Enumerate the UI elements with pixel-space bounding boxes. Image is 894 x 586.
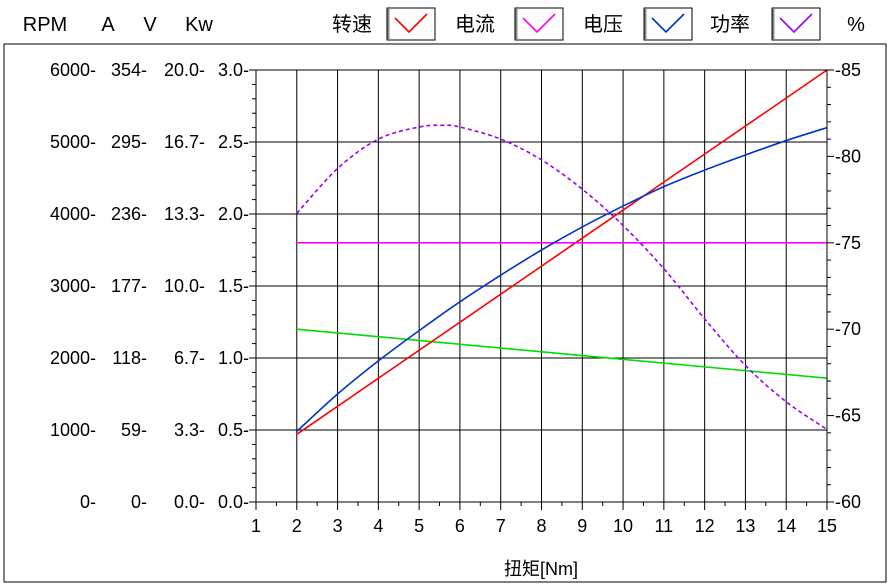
- left-tick-label-kw: 3.0-: [218, 60, 249, 80]
- x-tick-label: 8: [536, 516, 546, 536]
- legend-label: 功率: [710, 13, 750, 36]
- legend: 转速 电流 电压 功率%: [332, 7, 865, 41]
- left-tick-label-a: 0-: [131, 492, 147, 512]
- left-tick-label-kw: 1.0-: [218, 348, 249, 368]
- left-tick-label-v: 3.3-: [174, 420, 205, 440]
- left-tick-label-rpm: 3000-: [50, 276, 96, 296]
- left-tick-label-rpm: 6000-: [50, 60, 96, 80]
- legend-swatch-line: [651, 13, 685, 34]
- right-tick-label: -60: [835, 492, 861, 512]
- series-line-转速: [296, 328, 828, 379]
- series-line-功率: [296, 126, 828, 433]
- axis-unit-a: A: [101, 14, 115, 36]
- x-tick-label: 12: [695, 516, 715, 536]
- right-tick-label: -70: [835, 319, 861, 339]
- series-line-%: [296, 124, 828, 431]
- legend-swatch-line: [779, 13, 813, 34]
- series-line-电流: [296, 69, 828, 435]
- axis-unit-kw: Kw: [185, 14, 213, 36]
- x-tick-label: 11: [655, 516, 674, 536]
- legend-swatch-line: [522, 13, 556, 34]
- x-tick-label: 5: [414, 516, 424, 536]
- x-tick-label: 6: [455, 516, 465, 536]
- left-tick-label-rpm: 1000-: [50, 420, 96, 440]
- x-tick-label: 14: [776, 516, 796, 536]
- left-tick-label-v: 20.0-: [164, 60, 205, 80]
- x-tick-label: 13: [735, 516, 755, 536]
- left-tick-label-v: 16.7-: [164, 132, 205, 152]
- legend-swatch-box: [643, 7, 693, 41]
- left-tick-label-rpm: 0-: [80, 492, 96, 512]
- gridlines: [256, 70, 827, 502]
- left-tick-label-rpm: 5000-: [50, 132, 96, 152]
- x-tick-label: 1: [251, 516, 261, 536]
- left-tick-label-kw: 0.5-: [218, 420, 249, 440]
- chart-border: [3, 43, 887, 583]
- left-tick-label-rpm: 4000-: [50, 204, 96, 224]
- axis-units: RPM A V Kw: [23, 14, 214, 36]
- series-group: [296, 69, 828, 435]
- plot-area: [255, 69, 828, 503]
- left-tick-label-kw: 0.0-: [218, 492, 249, 512]
- left-tick-label-v: 6.7-: [174, 348, 205, 368]
- left-tick-label-rpm: 2000-: [50, 348, 96, 368]
- x-tick-label: 9: [577, 516, 587, 536]
- left-tick-label-a: 236-: [111, 204, 147, 224]
- right-tick-label: -85: [835, 60, 861, 80]
- legend-swatch-box: [514, 7, 564, 41]
- left-tick-label-v: 0.0-: [174, 492, 205, 512]
- x-tick-label: 15: [817, 516, 837, 536]
- left-tick-label-a: 118-: [112, 348, 147, 368]
- x-tick-label: 3: [333, 516, 343, 536]
- left-tick-label-a: 177-: [111, 276, 147, 296]
- left-tick-label-kw: 2.0-: [218, 204, 249, 224]
- x-tick-label: 4: [373, 516, 383, 536]
- legend-label: 电压: [583, 13, 623, 36]
- legend-swatch-box: [386, 7, 436, 41]
- legend-label: 转速: [332, 13, 372, 36]
- legend-swatch-box: [771, 7, 821, 41]
- left-tick-label-a: 354-: [111, 60, 147, 80]
- axis-unit-rpm: RPM: [23, 14, 67, 36]
- x-tick-labels: 1 2 3 4 5 6 7 8 9 10 11 12 13 14 15: [251, 516, 837, 536]
- legend-label: 电流: [455, 13, 495, 36]
- left-tick-label-v: 10.0-: [164, 276, 205, 296]
- right-tick-label: -65: [835, 406, 861, 426]
- right-tick-label: -80: [835, 146, 861, 166]
- left-tick-label-v: 13.3-: [164, 204, 205, 224]
- left-tick-label-a: 59-: [121, 420, 147, 440]
- left-tick-label-kw: 1.5-: [218, 276, 249, 296]
- x-axis-label: 扭矩[Nm]: [504, 559, 578, 579]
- x-tick-label: 10: [613, 516, 633, 536]
- axes: 0- 1000- 2000- 3000- 4000- 5000- 6000- 0- 59- 118…: [50, 60, 861, 512]
- legend-label: %: [847, 14, 865, 36]
- axis-unit-v: V: [143, 14, 157, 36]
- left-tick-label-a: 295-: [111, 132, 147, 152]
- legend-swatch-line: [394, 13, 428, 34]
- right-tick-label: -75: [835, 233, 861, 253]
- x-tick-label: 7: [496, 516, 506, 536]
- x-tick-label: 2: [292, 516, 302, 536]
- left-tick-label-kw: 2.5-: [218, 132, 249, 152]
